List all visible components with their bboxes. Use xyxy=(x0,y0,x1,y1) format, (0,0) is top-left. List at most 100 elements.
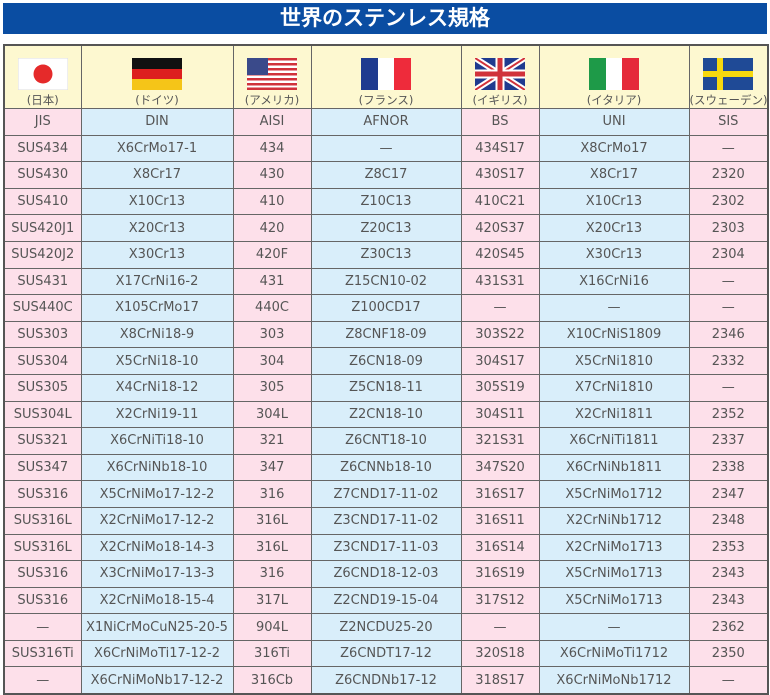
cell-sis: 2347 xyxy=(688,480,769,508)
cell-aisi: 316Cb xyxy=(232,666,312,695)
cell-jis: SUS316L xyxy=(3,506,82,535)
cell-din: X6CrNiTi18-10 xyxy=(80,427,234,455)
table-row: SUS316 X5CrNiMo17-12-2 316 Z7CND17-11-02 316… xyxy=(3,480,769,508)
cell-aisi: 305 xyxy=(232,373,312,402)
table-row: SUS304 X5CrNi18-10 304 Z6CN18-09 304S17 X5CrN… xyxy=(3,347,769,375)
cell-jis: SUS347 xyxy=(3,453,82,482)
cell-sis: 2362 xyxy=(688,613,769,641)
table-row: SUS410 X10Cr13 410 Z10C13 410C21 X10Cr13 2302 xyxy=(3,187,769,216)
cell-afnor: Z15CN10-02 xyxy=(310,267,462,296)
table-row: SUS420J2 X30Cr13 420F Z30C13 420S45 X30Cr13 23… xyxy=(3,240,769,269)
country-sweden: (スウェーデン) xyxy=(688,44,769,109)
cell-bs: 347S20 xyxy=(460,453,540,482)
cell-uni: X10Cr13 xyxy=(538,187,690,216)
table-row: SUS316Ti X6CrNiMoTi17-12-2 316Ti Z6CNDT17-1… xyxy=(3,639,769,668)
cell-din: X4CrNi18-12 xyxy=(80,373,234,402)
cell-afnor: Z10C13 xyxy=(310,187,462,216)
table-row: SUS305 X4CrNi18-12 305 Z5CN18-11 305S19 X7CrN… xyxy=(3,373,769,402)
cell-sis: — xyxy=(688,294,769,322)
cell-afnor: Z3CND17-11-02 xyxy=(310,506,462,535)
cell-aisi: 303 xyxy=(232,320,312,349)
cell-afnor: Z20C13 xyxy=(310,214,462,242)
cell-din: X5CrNiMo17-12-2 xyxy=(80,480,234,508)
cell-din: X105CrMo17 xyxy=(80,294,234,322)
cell-sis: 2346 xyxy=(688,320,769,349)
cell-jis: SUS316 xyxy=(3,560,82,588)
cell-afnor: Z3CND17-11-03 xyxy=(310,533,462,562)
cell-afnor: Z6CNDNb17-12 xyxy=(310,666,462,695)
france-flag-icon xyxy=(361,58,411,90)
header-bs: BS xyxy=(460,108,540,136)
country-usa: (アメリカ) xyxy=(232,44,312,109)
country-italy: (イタリア) xyxy=(538,44,690,109)
cell-din: X17CrNi16-2 xyxy=(80,267,234,296)
header-sis: SIS xyxy=(688,108,769,136)
cell-aisi: 304 xyxy=(232,347,312,375)
cell-sis: — xyxy=(688,666,769,695)
table-row: — X1NiCrMoCuN25-20-5 904L Z2NCDU25-20— —2362 xyxy=(3,613,769,641)
cell-jis: SUS316L xyxy=(3,533,82,562)
cell-uni: X5CrNiMo1712 xyxy=(538,480,690,508)
cell-bs: 316S19 xyxy=(460,560,540,588)
header-uni: UNI xyxy=(538,108,690,136)
country-uk: (イギリス) xyxy=(460,44,540,109)
cell-bs: 321S31 xyxy=(460,427,540,455)
cell-aisi: 316 xyxy=(232,560,312,588)
cell-uni: X10CrNiS1809 xyxy=(538,320,690,349)
usa-flag-icon xyxy=(247,58,297,90)
cell-uni: X5CrNi1810 xyxy=(538,347,690,375)
cell-bs: 318S17 xyxy=(460,666,540,695)
country-germany: (ドイツ) xyxy=(80,44,234,109)
cell-din: X30Cr13 xyxy=(80,240,234,269)
cell-sis: 2343 xyxy=(688,560,769,588)
cell-aisi: 430 xyxy=(232,161,312,189)
cell-afnor: Z100CD17 xyxy=(310,294,462,322)
table-row: SUS347 X6CrNiNb18-10 347 Z6CNNb18-10 347S20 X… xyxy=(3,453,769,482)
cell-uni: X7CrNi1810 xyxy=(538,373,690,402)
header-din: DIN xyxy=(80,108,234,136)
cell-din: X3CrNiMo17-13-3 xyxy=(80,560,234,588)
cell-bs: 431S31 xyxy=(460,267,540,296)
cell-afnor: Z6CN18-09 xyxy=(310,347,462,375)
cell-jis: SUS410 xyxy=(3,187,82,216)
cell-bs: 410C21 xyxy=(460,187,540,216)
cell-sis: 2348 xyxy=(688,506,769,535)
table-row: SUS440C X105CrMo17 440C Z100CD17— — — xyxy=(3,294,769,322)
cell-uni: X20Cr13 xyxy=(538,214,690,242)
uk-flag-icon xyxy=(475,58,525,90)
italy-flag-icon xyxy=(589,58,639,90)
cell-sis: 2302 xyxy=(688,187,769,216)
cell-sis: 2353 xyxy=(688,533,769,562)
cell-aisi: 434 xyxy=(232,134,312,163)
header-afnor: AFNOR xyxy=(310,108,462,136)
cell-afnor: Z5CN18-11 xyxy=(310,373,462,402)
cell-jis: SUS316Ti xyxy=(3,639,82,668)
cell-din: X6CrNiNb18-10 xyxy=(80,453,234,482)
cell-uni: X5CrNiMo1713 xyxy=(538,586,690,615)
japan-flag-icon xyxy=(17,58,68,90)
cell-sis: 2343 xyxy=(688,586,769,615)
table-row: SUS316L X2CrNiMo18-14-3 316L Z3CND17-11-03 3… xyxy=(3,533,769,562)
cell-uni: X30Cr13 xyxy=(538,240,690,269)
cell-jis: SUS434 xyxy=(3,134,82,163)
cell-bs: 303S22 xyxy=(460,320,540,349)
cell-sis: 2304 xyxy=(688,240,769,269)
cell-uni: X6CrNiTi1811 xyxy=(538,427,690,455)
germany-flag-icon xyxy=(132,58,182,90)
table-row: SUS431 X17CrNi16-2 431 Z15CN10-02 431S31 X16C… xyxy=(3,267,769,296)
cell-uni: — xyxy=(538,613,690,641)
cell-jis: SUS431 xyxy=(3,267,82,296)
cell-jis: SUS420J2 xyxy=(3,240,82,269)
table-row: SUS316 X3CrNiMo17-13-3 316 Z6CND18-12-03 316… xyxy=(3,560,769,588)
cell-jis: SUS440C xyxy=(3,294,82,322)
table-row: SUS434 X6CrMo17-1 434—434S17 X8CrMo17— xyxy=(3,134,769,163)
cell-afnor: Z6CNDT17-12 xyxy=(310,639,462,668)
header-aisi: AISI xyxy=(232,108,312,136)
cell-aisi: 440C xyxy=(232,294,312,322)
cell-uni: X2CrNi1811 xyxy=(538,400,690,429)
cell-bs: 434S17 xyxy=(460,134,540,163)
cell-afnor: Z30C13 xyxy=(310,240,462,269)
table-row: SUS321 X6CrNiTi18-10 321 Z6CNT18-10 321S31 X6… xyxy=(3,427,769,455)
cell-aisi: 904L xyxy=(232,613,312,641)
cell-bs: 304S11 xyxy=(460,400,540,429)
